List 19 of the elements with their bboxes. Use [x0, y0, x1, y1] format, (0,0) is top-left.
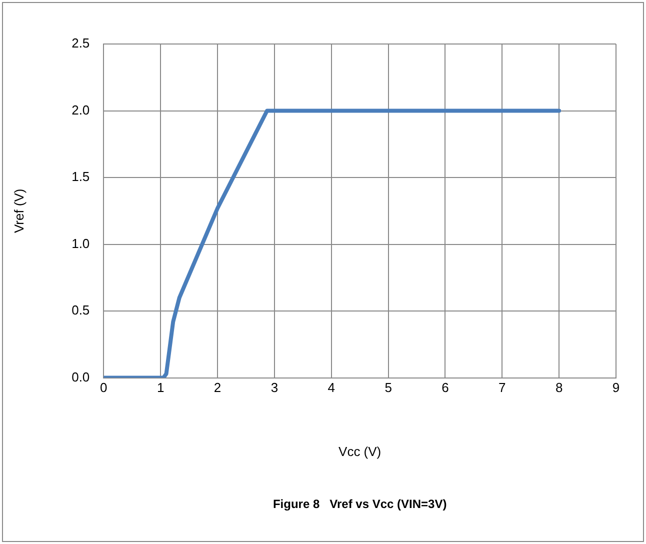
x-tick-label: 0: [100, 380, 108, 396]
x-tick-label: 1: [156, 380, 164, 396]
x-axis-title: Vcc (V): [338, 444, 382, 459]
x-tick-label: 2: [214, 380, 222, 396]
x-tick-label: 5: [384, 380, 392, 396]
x-tick-label: 8: [555, 380, 563, 396]
x-tick-label: 3: [270, 380, 278, 396]
y-tick-label: 2.5: [72, 36, 90, 51]
y-axis-title: Vref (V): [11, 188, 26, 234]
y-tick-label: 0.0: [72, 369, 90, 384]
x-tick-label: 7: [498, 380, 506, 396]
x-tick-label: 6: [442, 380, 449, 396]
y-tick-label: 0.5: [72, 302, 90, 318]
y-tick-label: 1.5: [72, 169, 90, 184]
y-tick-label: 2.0: [72, 102, 90, 118]
x-tick-label: 9: [612, 380, 620, 396]
y-tick-label: 1.0: [72, 236, 90, 251]
x-tick-label: 4: [328, 380, 335, 396]
caption: Figure 8 Vref vs Vcc (VIN=3V): [272, 496, 447, 511]
